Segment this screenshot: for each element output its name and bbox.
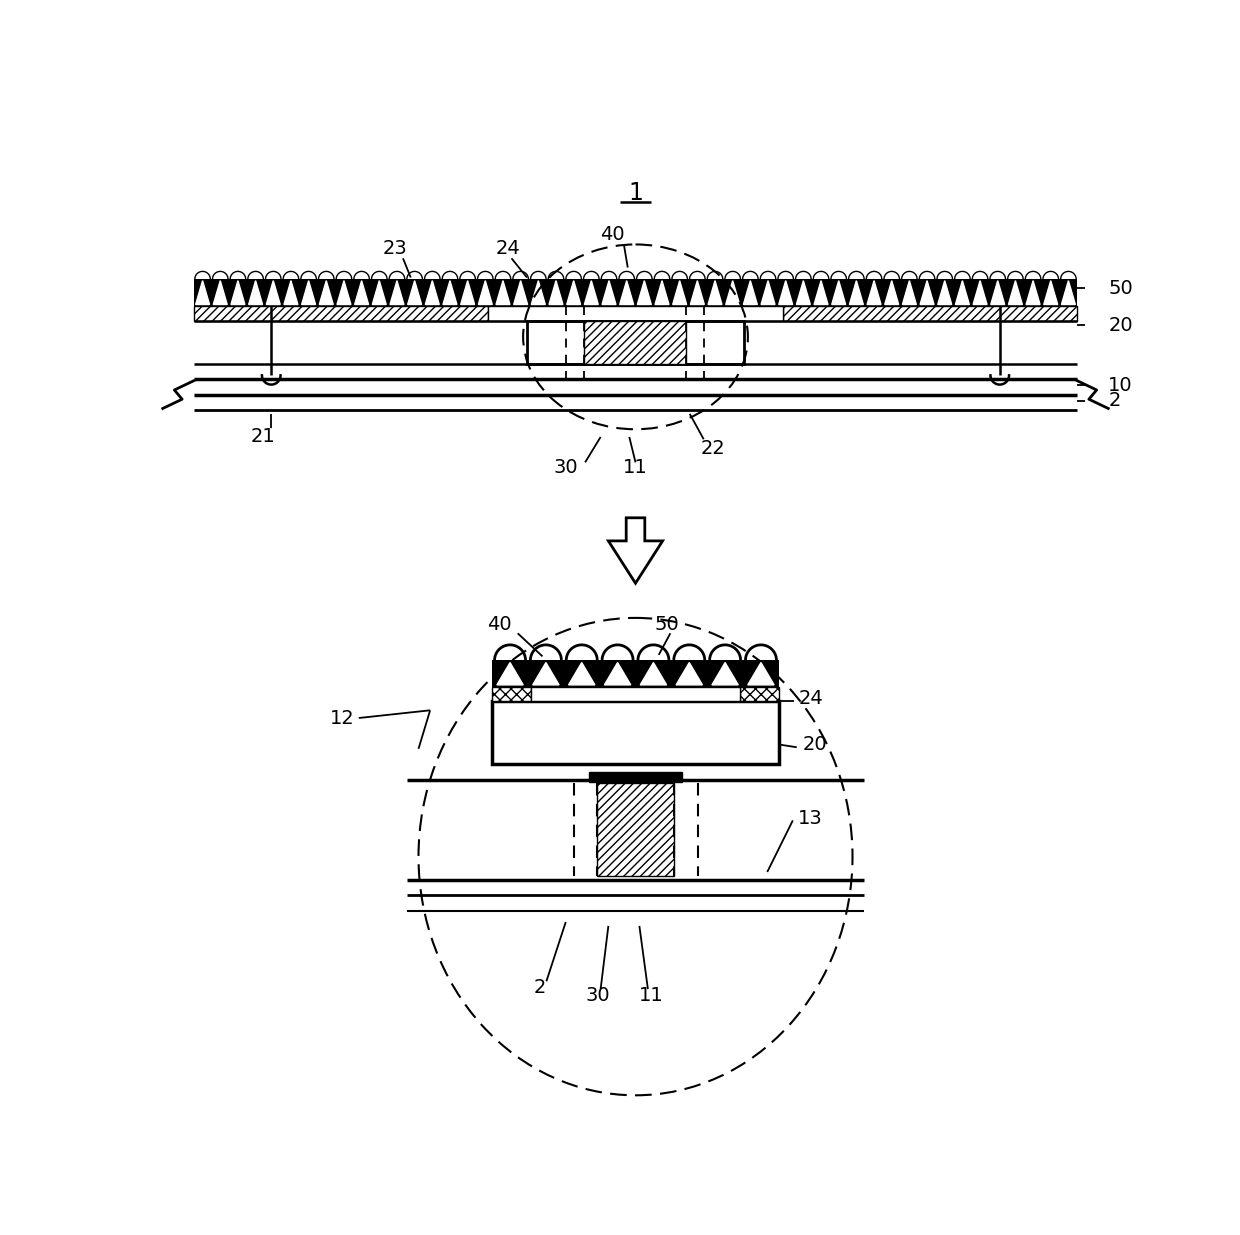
Text: 2: 2 (534, 978, 547, 997)
Polygon shape (603, 280, 616, 305)
Polygon shape (213, 280, 227, 305)
Bar (527, 321, 744, 364)
Polygon shape (903, 280, 916, 305)
Polygon shape (320, 280, 334, 305)
Polygon shape (937, 280, 952, 305)
Text: 40: 40 (487, 615, 512, 634)
Text: 21: 21 (252, 427, 275, 446)
Polygon shape (196, 280, 210, 305)
Polygon shape (584, 280, 598, 305)
Polygon shape (955, 280, 970, 305)
Polygon shape (267, 280, 280, 305)
Polygon shape (533, 662, 559, 685)
Polygon shape (284, 280, 298, 305)
Text: 12: 12 (330, 709, 355, 727)
Polygon shape (796, 280, 811, 305)
Polygon shape (1044, 280, 1058, 305)
Text: 2: 2 (1109, 391, 1121, 410)
Text: 11: 11 (624, 458, 647, 477)
Polygon shape (479, 280, 492, 305)
Polygon shape (609, 517, 662, 583)
Text: 20: 20 (1109, 316, 1133, 335)
Text: 20: 20 (802, 736, 827, 755)
Text: 23: 23 (383, 238, 408, 258)
Polygon shape (567, 280, 580, 305)
Bar (740, 687, 779, 701)
Polygon shape (813, 280, 828, 305)
Bar (193, 306, 489, 321)
Polygon shape (1061, 280, 1075, 305)
Polygon shape (725, 280, 739, 305)
Text: 24: 24 (495, 238, 520, 258)
Bar (782, 306, 1078, 321)
Polygon shape (676, 662, 702, 685)
Text: 22: 22 (701, 438, 725, 458)
Polygon shape (497, 662, 523, 685)
Text: 30: 30 (587, 986, 610, 1005)
Polygon shape (973, 280, 987, 305)
Polygon shape (885, 280, 899, 305)
Polygon shape (1008, 280, 1023, 305)
Bar (492, 687, 531, 701)
Text: 11: 11 (639, 986, 663, 1005)
Ellipse shape (419, 618, 853, 1095)
Text: 1: 1 (629, 180, 642, 205)
Text: 10: 10 (1109, 375, 1133, 395)
Polygon shape (425, 280, 439, 305)
Polygon shape (496, 280, 510, 305)
Polygon shape (708, 280, 722, 305)
Text: 30: 30 (553, 458, 578, 477)
Polygon shape (832, 280, 846, 305)
Text: 50: 50 (1109, 279, 1133, 298)
Bar (531, 687, 740, 701)
Polygon shape (748, 662, 774, 685)
Polygon shape (867, 280, 880, 305)
Polygon shape (1025, 280, 1040, 305)
Polygon shape (532, 280, 546, 305)
Bar (492, 661, 779, 687)
Polygon shape (443, 280, 458, 305)
Bar (492, 701, 779, 764)
Polygon shape (372, 280, 387, 305)
Bar (596, 783, 675, 876)
Polygon shape (637, 280, 651, 305)
Polygon shape (248, 280, 263, 305)
Text: 50: 50 (655, 615, 678, 634)
Text: 40: 40 (600, 225, 625, 245)
Polygon shape (389, 280, 404, 305)
Polygon shape (712, 662, 738, 685)
Bar (584, 321, 686, 364)
Polygon shape (849, 280, 863, 305)
Polygon shape (620, 280, 634, 305)
Polygon shape (231, 280, 246, 305)
Polygon shape (355, 280, 368, 305)
Polygon shape (761, 280, 775, 305)
Polygon shape (744, 280, 758, 305)
Polygon shape (655, 280, 670, 305)
Polygon shape (672, 280, 687, 305)
Polygon shape (991, 280, 1004, 305)
Polygon shape (779, 280, 792, 305)
Polygon shape (691, 280, 704, 305)
Polygon shape (549, 280, 563, 305)
Bar (589, 772, 682, 782)
Polygon shape (408, 280, 422, 305)
Bar (193, 279, 1078, 306)
Polygon shape (640, 662, 667, 685)
Polygon shape (513, 280, 528, 305)
Text: 24: 24 (799, 689, 823, 708)
Polygon shape (461, 280, 475, 305)
Bar (489, 306, 782, 321)
Text: 13: 13 (799, 809, 823, 827)
Polygon shape (301, 280, 315, 305)
Polygon shape (337, 280, 351, 305)
Polygon shape (569, 662, 595, 685)
Polygon shape (920, 280, 934, 305)
Polygon shape (604, 662, 631, 685)
